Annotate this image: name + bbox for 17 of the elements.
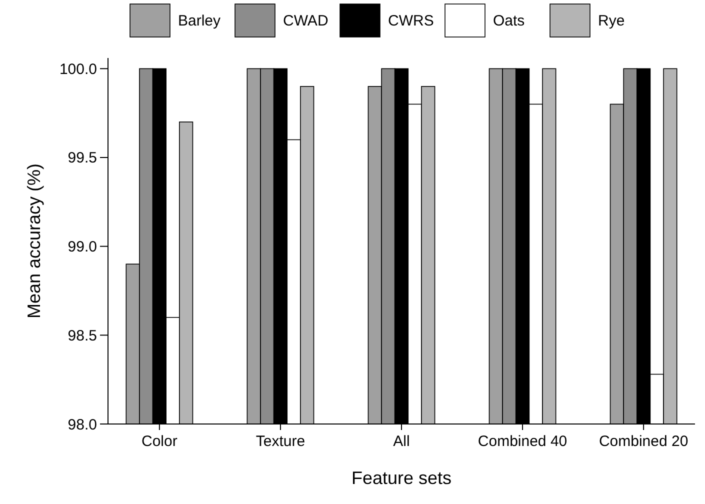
y-tick-label: 98.5 xyxy=(68,327,97,344)
x-tick-label: Combined 20 xyxy=(598,433,688,450)
x-tick-label: Combined 40 xyxy=(478,433,568,450)
x-axis-title: Feature sets xyxy=(351,468,452,488)
legend-label: Barley xyxy=(178,12,222,30)
y-tick-label: 98.0 xyxy=(68,416,97,434)
legend-label: CWAD xyxy=(283,12,328,30)
x-tick-label: Color xyxy=(142,433,178,450)
y-tick-label: 100.0 xyxy=(59,60,97,78)
x-tick-label: All xyxy=(393,433,410,450)
legend-label: CWRS xyxy=(388,12,434,30)
legend-label: Oats xyxy=(493,12,525,30)
y-tick-label: 99.5 xyxy=(68,150,97,167)
y-tick-label: 99.0 xyxy=(68,238,97,256)
x-tick-label: Texture xyxy=(256,433,306,450)
legend-label: Rye xyxy=(598,12,625,30)
y-axis-title: Mean accuracy (%) xyxy=(24,163,44,319)
